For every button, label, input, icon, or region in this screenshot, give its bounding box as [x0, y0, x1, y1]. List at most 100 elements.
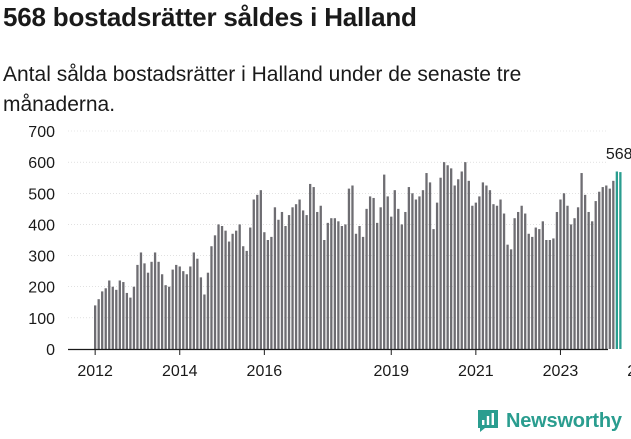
bar — [421, 190, 425, 349]
bar — [432, 229, 435, 349]
x-tick-label: 2016 — [247, 363, 283, 380]
bar — [189, 266, 192, 349]
bar — [111, 286, 114, 349]
bar — [474, 202, 477, 349]
bar — [372, 197, 375, 349]
y-tick-label: 400 — [28, 217, 55, 234]
bar — [379, 207, 382, 349]
bar — [143, 263, 146, 349]
bar — [541, 221, 544, 349]
bar — [175, 264, 178, 349]
bar — [531, 236, 534, 349]
bar — [217, 224, 220, 349]
bar — [118, 280, 121, 349]
bar — [129, 297, 132, 349]
x-tick-label: 2023 — [543, 363, 579, 380]
bar — [527, 233, 530, 349]
x-tick-label: 2014 — [162, 363, 198, 380]
brand-name: Newsworthy — [506, 409, 622, 432]
bar — [164, 285, 167, 349]
bar — [340, 225, 344, 349]
bar — [122, 282, 125, 349]
bar — [171, 269, 174, 349]
x-tick-label: 2021 — [458, 363, 494, 380]
bar — [576, 207, 580, 349]
bar — [383, 174, 386, 349]
bar — [393, 190, 396, 349]
bar — [583, 194, 587, 349]
bar — [284, 225, 287, 349]
newsworthy-logo[interactable]: Newsworthy — [476, 408, 622, 434]
bar — [407, 187, 411, 349]
bar — [580, 173, 583, 349]
bar — [220, 225, 224, 349]
bar — [97, 299, 100, 349]
bar — [411, 193, 414, 349]
bar — [435, 202, 439, 349]
bar — [139, 252, 143, 349]
page-title: 568 bostadsrätter såldes i Halland — [3, 2, 417, 32]
bar — [488, 190, 492, 349]
bar — [104, 288, 107, 349]
bar — [485, 185, 488, 349]
bar — [467, 180, 470, 349]
bar — [192, 252, 195, 349]
bar — [453, 185, 456, 349]
bar — [235, 230, 238, 349]
bar — [224, 230, 227, 349]
bar — [294, 204, 298, 349]
bars — [94, 162, 622, 349]
bar — [495, 205, 499, 349]
bar — [478, 196, 481, 349]
bar — [125, 292, 129, 349]
y-tick-label: 0 — [46, 342, 55, 359]
bar — [337, 221, 340, 349]
y-tick-label: 500 — [28, 186, 55, 203]
bar — [569, 224, 573, 349]
bar — [390, 216, 393, 349]
bar — [259, 190, 262, 349]
bar — [548, 240, 552, 349]
y-tick-label: 600 — [28, 155, 55, 172]
bar — [168, 286, 171, 349]
bar — [608, 188, 611, 349]
bar — [404, 211, 407, 349]
bar — [400, 224, 403, 349]
bar — [354, 233, 358, 349]
bar — [182, 271, 185, 349]
bar — [517, 211, 520, 349]
bar — [386, 196, 389, 349]
bar — [277, 219, 280, 349]
bar — [178, 266, 181, 349]
bar — [238, 224, 241, 349]
bar — [591, 221, 594, 349]
bar — [450, 168, 453, 349]
bar — [319, 205, 322, 349]
bar — [594, 201, 597, 349]
bar — [587, 211, 590, 349]
bar — [612, 180, 615, 349]
bar — [298, 199, 301, 349]
bar — [270, 236, 273, 349]
bar — [157, 261, 160, 349]
bar — [242, 246, 245, 349]
bar — [252, 199, 255, 349]
bar — [464, 162, 467, 349]
bar — [601, 187, 604, 349]
bar — [351, 185, 354, 349]
bar — [439, 177, 442, 349]
bar — [213, 235, 217, 349]
bar — [136, 264, 139, 349]
bar — [347, 188, 351, 349]
bar — [249, 227, 252, 349]
bar — [506, 244, 509, 349]
bar — [210, 246, 213, 349]
bar — [301, 210, 305, 349]
bar — [520, 205, 523, 349]
bar — [368, 196, 372, 349]
bar — [333, 218, 336, 349]
bar — [538, 229, 541, 349]
bar — [361, 236, 365, 349]
bar — [101, 291, 104, 349]
x-tick-label: 2019 — [373, 363, 409, 380]
